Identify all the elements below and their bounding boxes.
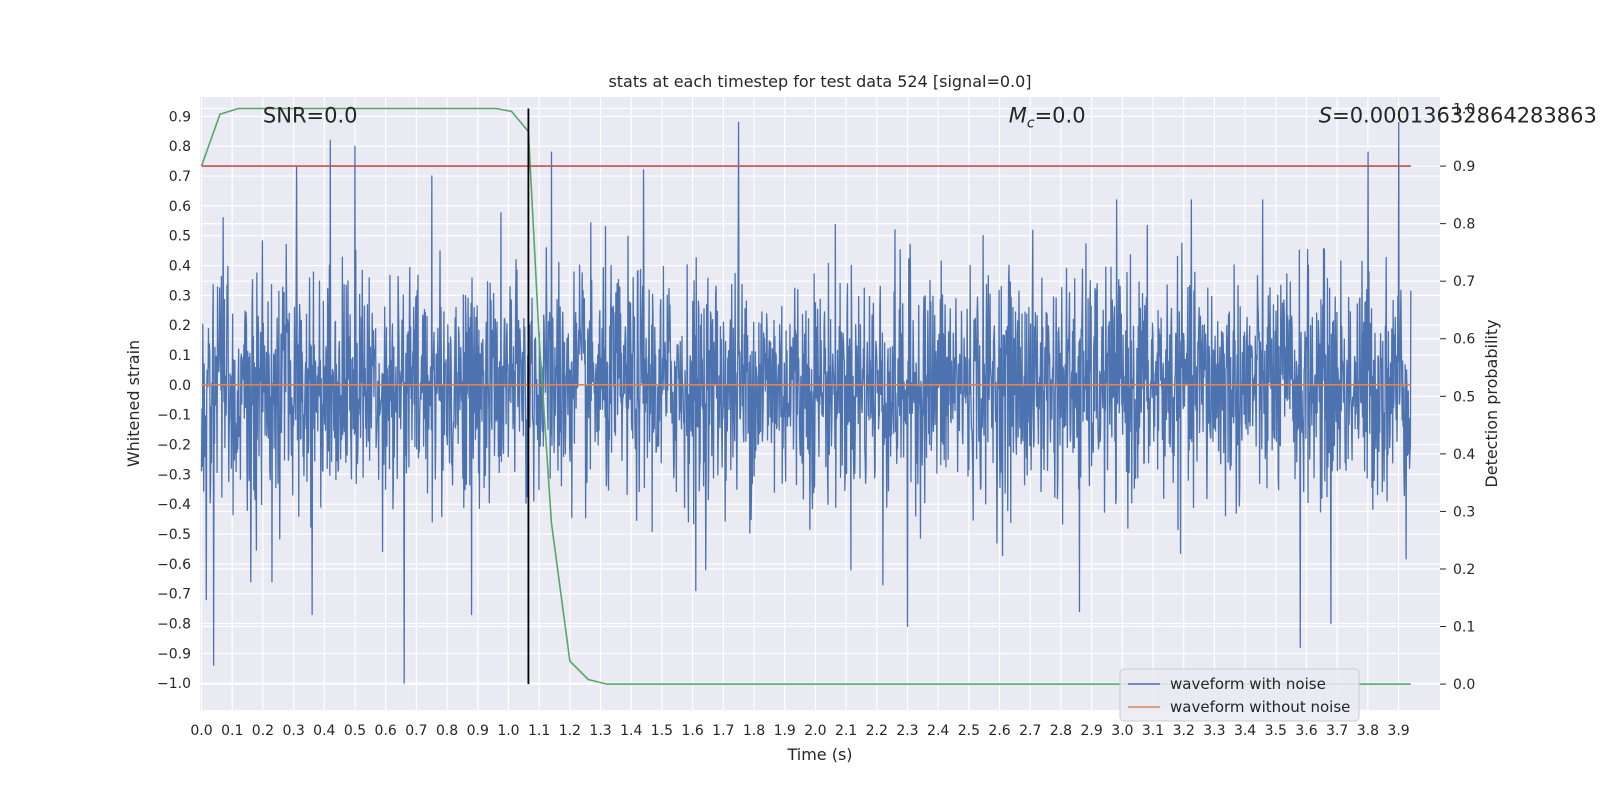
y-left-tick-label: −1.0: [157, 676, 191, 692]
y-right-tick-label: 0.6: [1453, 332, 1475, 348]
y-right-tick-label: 0.7: [1453, 274, 1475, 290]
y-left-tick-label: −0.3: [157, 467, 191, 483]
y-left-tick-label: 0.9: [169, 109, 191, 125]
y-left-tick-label: 0.3: [169, 288, 191, 304]
x-tick-label: 3.0: [1111, 723, 1133, 739]
y-left-tick-label: −0.9: [157, 646, 191, 662]
y-right-tick-label: 1.0: [1453, 102, 1475, 118]
mc-annotation: Mc=0.0: [1009, 103, 1086, 131]
x-tick-label: 1.2: [559, 723, 581, 739]
x-tick-label: 2.9: [1081, 723, 1103, 739]
series-detection-probability: [200, 107, 1411, 685]
x-tick-label: 1.0: [497, 723, 519, 739]
y-left-ticks: −1.0 −0.9 −0.8 −0.7 −0.6 −0.5 −0.4 −0.3 −0.2 −0.1…: [157, 109, 191, 692]
y-left-tick-label: −0.6: [157, 557, 191, 573]
x-tick-label: 2.1: [835, 723, 857, 739]
x-tick-label: 0.0: [190, 723, 212, 739]
x-tick-label: 2.7: [1019, 723, 1041, 739]
y-left-tick-label: −0.2: [157, 438, 191, 454]
annotations: SNR=0.0 Mc=0.0 S=0.00013632864283863: [263, 103, 1597, 131]
x-tick-label: 0.4: [313, 723, 335, 739]
x-tick-label: 0.2: [252, 723, 274, 739]
x-tick-label: 2.5: [958, 723, 980, 739]
x-tick-label: 1.7: [712, 723, 734, 739]
x-tick-label: 0.6: [375, 723, 397, 739]
x-tick-label: 3.5: [1265, 723, 1287, 739]
y-right-axis-label: Detection probability: [1482, 319, 1501, 487]
x-tick-label: 2.8: [1050, 723, 1072, 739]
x-tick-label: 2.4: [927, 723, 949, 739]
y-left-tick-label: 0.2: [169, 318, 191, 334]
x-tick-label: 1.3: [589, 723, 611, 739]
legend-box: [1119, 668, 1360, 722]
x-tick-label: 0.9: [467, 723, 489, 739]
x-tick-label: 1.1: [528, 723, 550, 739]
y-right-tick-label: 0.0: [1453, 677, 1475, 693]
y-left-tick-label: 0.0: [169, 378, 191, 394]
x-tick-label: 3.1: [1142, 723, 1164, 739]
x-tick-label: 3.9: [1387, 723, 1409, 739]
series-layer: [200, 107, 1412, 685]
x-tick-label: 0.1: [221, 723, 243, 739]
y-left-axis-label: Whitened strain: [124, 340, 143, 467]
x-tick-label: 0.5: [344, 723, 366, 739]
x-tick-label: 0.3: [282, 723, 304, 739]
x-tick-label: 2.2: [866, 723, 888, 739]
x-tick-label: 3.6: [1295, 723, 1317, 739]
x-tick-label: 1.9: [774, 723, 796, 739]
y-left-tick-label: −0.1: [157, 408, 191, 424]
y-right-tick-label: 0.9: [1453, 159, 1475, 175]
y-left-tick-label: −0.5: [157, 527, 191, 543]
x-tick-label: 3.3: [1203, 723, 1225, 739]
y-right-tick-label: 0.1: [1453, 620, 1475, 636]
y-left-tick-label: 0.6: [169, 199, 191, 215]
x-tick-label: 3.7: [1326, 723, 1348, 739]
x-tick-label: 2.3: [896, 723, 918, 739]
chart-title: stats at each timestep for test data 524…: [608, 72, 1031, 91]
y-left-tick-label: 0.5: [169, 229, 191, 245]
y-right-tick-label: 0.3: [1453, 504, 1475, 520]
y-right-tick-label: 0.2: [1453, 562, 1475, 578]
y-left-tick-label: 0.1: [169, 348, 191, 364]
x-tick-label: 1.6: [681, 723, 703, 739]
y-right-tick-label: 0.5: [1453, 389, 1475, 405]
x-tick-label: 1.4: [620, 723, 642, 739]
x-tick-label: 1.8: [743, 723, 765, 739]
x-tick-label: 1.5: [651, 723, 673, 739]
x-tick-label: 0.7: [405, 723, 427, 739]
y-right-tick-label: 0.8: [1453, 217, 1475, 233]
y-left-tick-label: −0.7: [157, 587, 191, 603]
y-right-ticks: 0.0 0.1 0.2 0.3 0.4 0.5 0.6 0.7 0.8 0.9 1.0: [1440, 102, 1475, 693]
x-tick-label: 0.8: [436, 723, 458, 739]
legend: waveform with noise waveform without nois…: [1119, 668, 1360, 722]
s-annotation: S=0.00013632864283863: [1319, 103, 1597, 127]
x-tick-label: 3.2: [1173, 723, 1195, 739]
legend-label: waveform with noise: [1170, 675, 1326, 693]
x-axis-ticks: 0.0 0.1 0.2 0.3 0.4 0.5 0.6 0.7 0.8 0.9 1.0 1.1 1.2 1…: [190, 723, 1409, 739]
series-waveform-with-noise: [200, 121, 1412, 684]
snr-annotation: SNR=0.0: [263, 103, 358, 127]
y-left-tick-label: 0.4: [169, 259, 191, 275]
y-left-tick-label: 0.7: [169, 169, 191, 185]
x-tick-label: 2.0: [804, 723, 826, 739]
x-axis-label: Time (s): [786, 745, 852, 764]
x-tick-label: 3.8: [1357, 723, 1379, 739]
legend-label: waveform without noise: [1170, 698, 1350, 716]
y-left-tick-label: −0.8: [157, 616, 191, 632]
x-tick-label: 2.6: [988, 723, 1010, 739]
y-left-tick-label: 0.8: [169, 139, 191, 155]
y-left-tick-label: −0.4: [157, 497, 191, 513]
x-tick-label: 3.4: [1234, 723, 1256, 739]
y-right-tick-label: 0.4: [1453, 447, 1475, 463]
